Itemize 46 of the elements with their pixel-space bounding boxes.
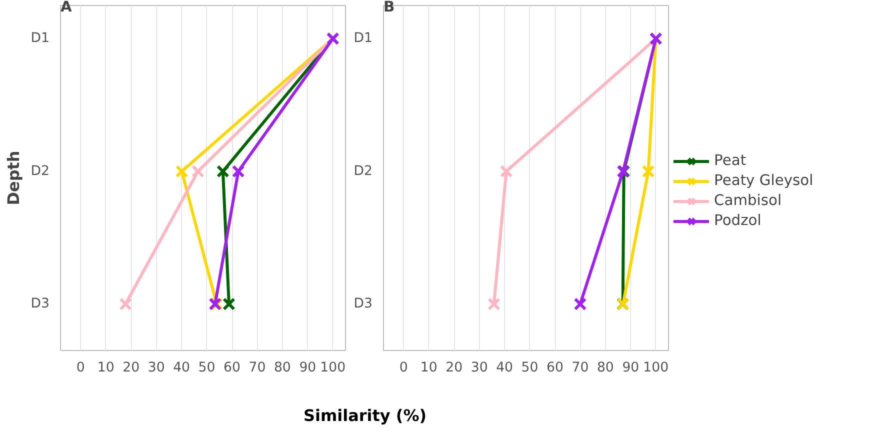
- point: [488, 298, 500, 311]
- chart-title: A: [60, 0, 72, 16]
- x-tick-label: 40: [496, 360, 514, 376]
- y-tick-label: D3: [30, 296, 50, 312]
- y-tick-label: D1: [30, 31, 50, 46]
- x-tick-label: 20: [446, 360, 463, 376]
- x-tick-label: 90: [622, 360, 640, 376]
- point: [574, 298, 587, 311]
- x-tick-label: 30: [470, 360, 488, 376]
- point: [232, 164, 245, 178]
- x-axis-title: Similarity (%): [303, 405, 427, 427]
- x-tick-label: 20: [122, 360, 140, 376]
- y-tick-label: D2: [30, 164, 50, 179]
- chart-title: B: [384, 0, 395, 16]
- x-tick-label: 80: [596, 360, 614, 376]
- x-tick-label: 70: [248, 360, 266, 376]
- x-tick-label: 40: [173, 360, 190, 376]
- point: [192, 164, 204, 178]
- x-tick-label: 10: [420, 360, 438, 376]
- x-tick-label: 60: [224, 360, 240, 376]
- x-tick-label: 90: [299, 360, 316, 376]
- point: [119, 298, 132, 311]
- x-tick-label: 50: [521, 360, 538, 376]
- y-tick-label: D1: [354, 31, 373, 46]
- x-tick-label: 0: [76, 360, 85, 376]
- x-tick-label: 50: [198, 360, 216, 376]
- legend-label: Podzol: [714, 212, 762, 229]
- legend-label: Cambisol: [714, 192, 782, 209]
- x-tick-label: 100: [643, 360, 669, 376]
- x-tick-label: 80: [274, 360, 291, 376]
- y-tick-label: D3: [354, 296, 373, 312]
- point: [500, 164, 513, 178]
- point: [642, 164, 655, 178]
- x-tick-label: 60: [546, 360, 564, 376]
- x-tick-label: 10: [97, 360, 114, 376]
- x-tick-label: 70: [572, 360, 589, 376]
- legend-label: Peaty Gleysol: [714, 172, 814, 189]
- x-tick-label: 100: [320, 360, 346, 376]
- y-tick-label: D2: [354, 164, 373, 179]
- point: [222, 298, 236, 311]
- x-tick-label: 0: [399, 360, 408, 376]
- point: [175, 164, 188, 178]
- y-axis-title: Depth: [4, 150, 23, 206]
- x-tick-label: 30: [148, 360, 165, 376]
- point: [216, 164, 230, 178]
- legend-label: Peat: [714, 152, 746, 169]
